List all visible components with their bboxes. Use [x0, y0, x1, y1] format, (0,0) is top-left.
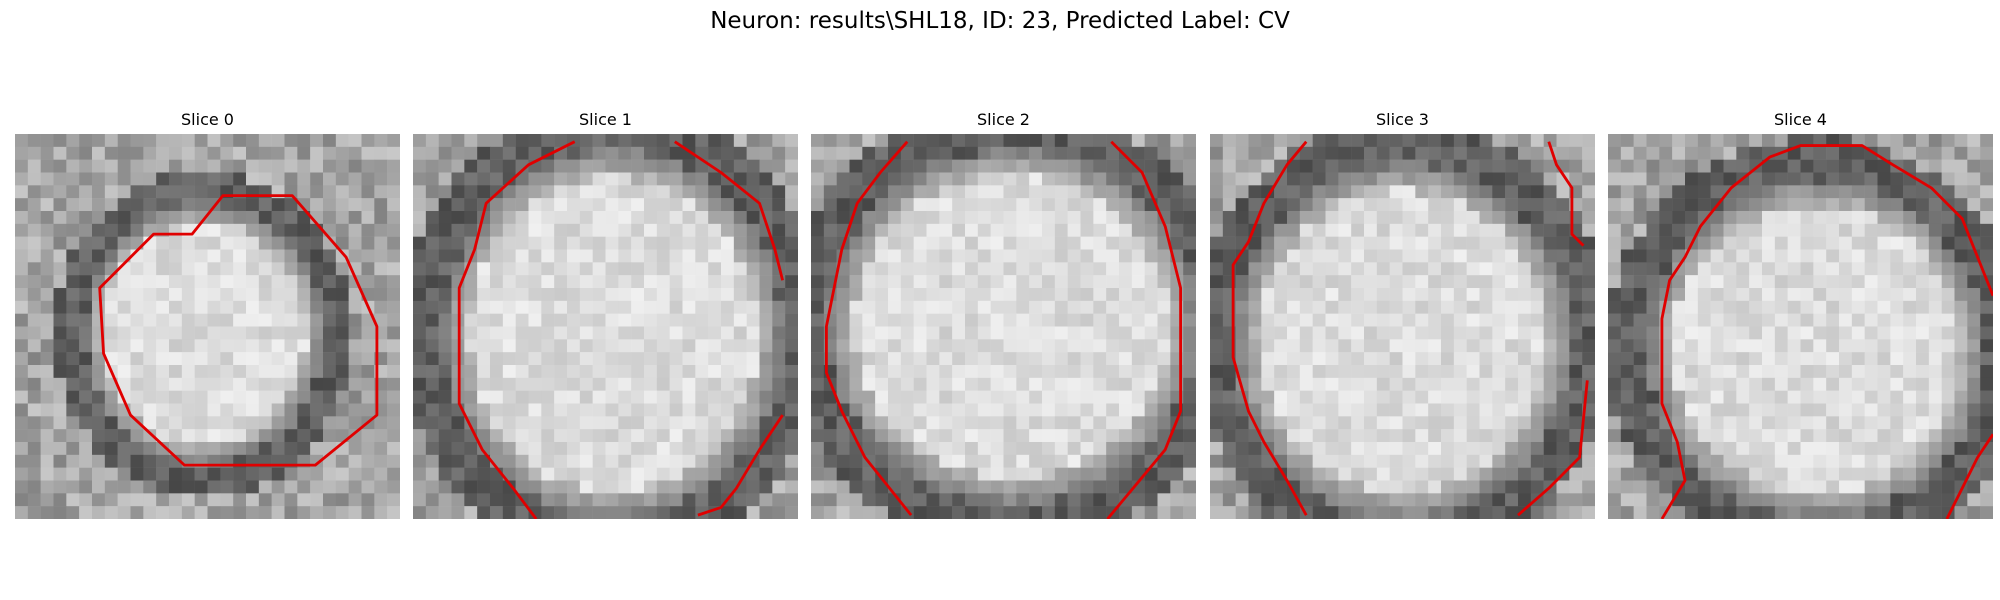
- slice-title: Slice 1: [579, 110, 632, 129]
- grayscale-slice-image: [811, 134, 1196, 519]
- slice-panel: Slice 2: [811, 108, 1196, 519]
- segmentation-contour: [457, 140, 576, 519]
- slice-title: Slice 2: [977, 110, 1030, 129]
- grayscale-slice-image: [15, 134, 400, 519]
- grayscale-slice-image: [413, 134, 798, 519]
- segmentation-contour: [1660, 144, 1993, 519]
- segmentation-contour: [1517, 380, 1589, 517]
- slice-panel: Slice 1: [413, 108, 798, 519]
- segmentation-contour: [1547, 141, 1585, 247]
- slice-panel: Slice 0: [15, 108, 400, 519]
- segmentation-contour: [824, 140, 913, 517]
- slice-panel: Slice 4: [1608, 108, 1993, 519]
- figure-title: Neuron: results\SHL18, ID: 23, Predicted…: [710, 8, 1290, 34]
- segmentation-contour: [1106, 140, 1183, 519]
- segmentation-contour: [697, 414, 784, 517]
- slice-title: Slice 0: [181, 110, 234, 129]
- segmentation-contour: [98, 194, 379, 467]
- segmentation-contour: [1231, 140, 1308, 516]
- grayscale-slice-image: [1210, 134, 1595, 519]
- segmentation-contour: [1945, 433, 1993, 519]
- slice-panel: Slice 3: [1210, 108, 1595, 519]
- grayscale-slice-image: [1608, 134, 1993, 519]
- segmentation-contour: [674, 140, 784, 281]
- slice-title: Slice 3: [1376, 110, 1429, 129]
- slice-title: Slice 4: [1774, 110, 1827, 129]
